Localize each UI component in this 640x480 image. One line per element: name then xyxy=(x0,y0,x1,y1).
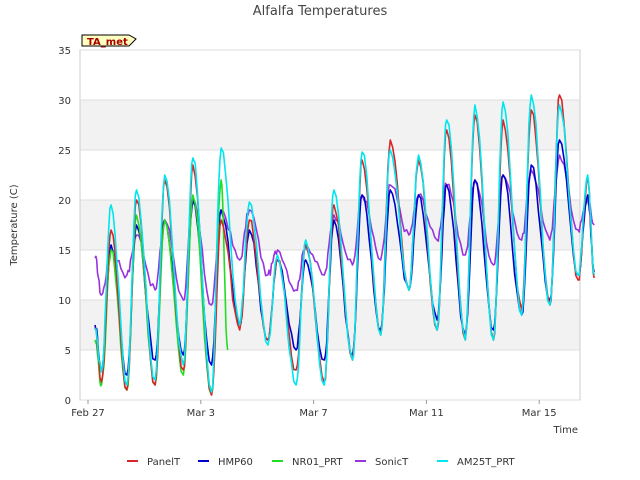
y-tick-label: 20 xyxy=(58,196,71,207)
x-tick-label: Mar 7 xyxy=(299,408,327,419)
x-axis-ticks: Feb 27 Mar 3 Mar 7 Mar 11 Mar 15 xyxy=(71,400,557,419)
plot-band xyxy=(80,300,580,350)
series-line-am25t-prt xyxy=(94,94,595,393)
x-axis-label: Time xyxy=(553,425,578,436)
legend-item: PanelT xyxy=(147,457,181,468)
ta-met-badge: TA_met xyxy=(81,34,137,48)
y-tick-label: 30 xyxy=(58,96,71,107)
y-tick-label: 5 xyxy=(65,346,71,357)
x-tick-label: Mar 3 xyxy=(187,408,215,419)
chart-title: Alfalfa Temperatures xyxy=(253,4,388,19)
y-tick-label: 0 xyxy=(65,396,71,407)
legend: PanelT HMP60 NR01_PRT SonicT AM25T_PRT xyxy=(127,457,516,468)
legend-item: HMP60 xyxy=(218,457,253,468)
legend-item: SonicT xyxy=(375,457,409,468)
y-axis-ticks: 0 5 10 15 20 25 30 35 xyxy=(58,46,71,407)
plot-band xyxy=(80,100,580,150)
plot-area xyxy=(79,49,581,401)
y-axis-label: Temperature (C) xyxy=(9,184,20,266)
badge-label: TA_met xyxy=(87,37,128,48)
y-tick-label: 15 xyxy=(58,246,71,257)
y-tick-label: 10 xyxy=(58,296,71,307)
y-tick-label: 35 xyxy=(58,46,71,57)
y-tick-label: 25 xyxy=(58,146,71,157)
x-tick-label: Mar 15 xyxy=(522,408,557,419)
legend-item: NR01_PRT xyxy=(292,457,343,468)
x-tick-label: Mar 11 xyxy=(409,408,444,419)
x-tick-label: Feb 27 xyxy=(71,408,105,419)
series-lines xyxy=(94,94,595,396)
legend-item: AM25T_PRT xyxy=(457,457,516,468)
